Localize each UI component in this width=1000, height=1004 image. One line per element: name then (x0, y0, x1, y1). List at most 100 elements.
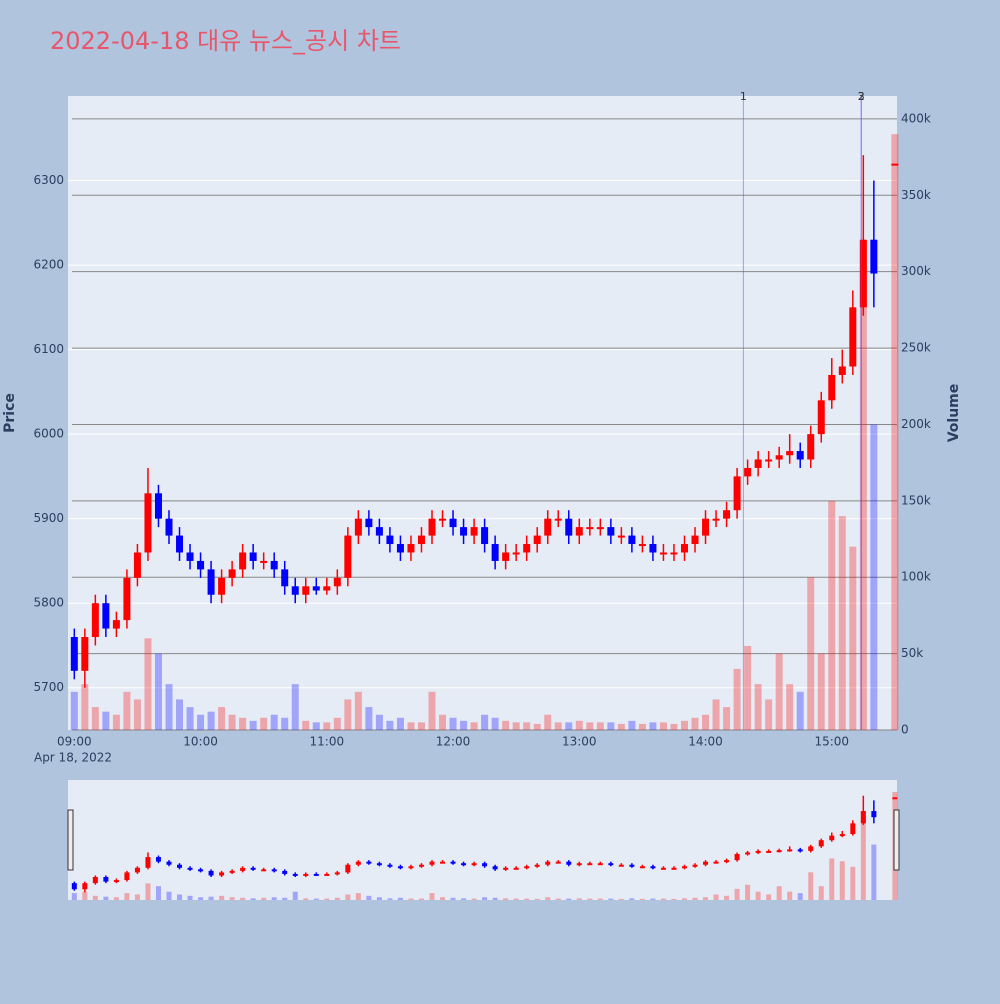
candle-body (418, 864, 424, 867)
candle-body (92, 877, 98, 884)
candle-body (544, 518, 552, 536)
candle-body (440, 861, 446, 864)
volume-bar (418, 898, 424, 900)
slider-handle[interactable] (67, 809, 74, 871)
candle-body (671, 867, 677, 870)
candle-body (523, 544, 531, 553)
candle-body (102, 603, 110, 629)
candle-body (524, 866, 530, 869)
candle-body (607, 527, 615, 536)
volume-bar (334, 897, 340, 900)
volume-bar (849, 546, 857, 730)
candle-body (407, 544, 415, 553)
volume-bar (365, 707, 373, 730)
y2-tick-label: 150k (901, 493, 931, 507)
candle-body (860, 811, 866, 824)
volume-bar (607, 722, 615, 730)
volume-bar (744, 645, 752, 730)
candle-body (512, 552, 520, 555)
volume-bar (713, 894, 719, 900)
volume-bar (712, 699, 720, 730)
y2-tick-label: 250k (901, 341, 931, 355)
candle-body (460, 527, 468, 536)
slider-handle[interactable] (893, 809, 900, 871)
candle-body (534, 864, 540, 867)
volume-bar (239, 717, 247, 730)
volume-bar (102, 711, 110, 730)
candle-body (291, 586, 299, 595)
volume-bar (460, 720, 468, 730)
volume-bar (155, 886, 161, 900)
candle-body (133, 552, 141, 578)
candle-body (765, 459, 773, 462)
candle-body (733, 476, 741, 511)
candle-body (555, 861, 561, 864)
range-slider[interactable] (68, 780, 897, 900)
volume-bar (608, 898, 614, 900)
candle-body (712, 518, 720, 521)
x-tick-label: 15:00 (814, 735, 849, 749)
volume-bar (629, 898, 635, 900)
candle-body (386, 535, 394, 545)
volume-bar (797, 893, 803, 900)
y-tick-label: 6000 (33, 427, 64, 441)
candle-body (461, 863, 467, 866)
annotation-label: 1 (740, 90, 747, 103)
candle-body (376, 863, 382, 866)
volume-bar (386, 720, 394, 730)
candle-body (270, 560, 278, 570)
volume-bar (355, 893, 361, 900)
candle-body (545, 861, 551, 865)
candle-body (292, 873, 298, 876)
candle-body (333, 577, 341, 587)
x-tick-label: 13:00 (562, 735, 597, 749)
volume-bar (71, 893, 77, 900)
candle-body (617, 535, 625, 538)
volume-bar (576, 898, 582, 900)
candle-body (596, 527, 604, 530)
candle-body (219, 872, 225, 876)
candle-body (786, 451, 794, 456)
candle-body (124, 872, 130, 881)
candle-body (554, 518, 562, 521)
candle-body (282, 870, 288, 874)
candle-body (154, 493, 162, 519)
candle-body (271, 869, 277, 872)
candle-body (103, 877, 109, 882)
candle-body (228, 569, 236, 578)
candle-body (439, 518, 447, 521)
candle-body (396, 544, 404, 553)
volume-bar (261, 897, 267, 900)
candle-body (660, 867, 666, 870)
candle-body (429, 861, 435, 865)
candle-body (638, 544, 646, 547)
y2-tick-label: 50k (901, 646, 923, 660)
volume-bar (523, 722, 531, 730)
volume-bar (103, 896, 109, 900)
x-tick-label: 14:00 (688, 735, 723, 749)
volume-bar (354, 691, 362, 730)
candle-body (491, 544, 499, 561)
candle-body (229, 870, 235, 873)
candle-body (639, 866, 645, 869)
volume-bar (766, 894, 772, 900)
volume-bar (481, 714, 489, 730)
volume-bar (124, 893, 130, 900)
candle-body (670, 552, 678, 555)
volume-bar (544, 714, 552, 730)
volume-bar (165, 684, 173, 730)
candle-body (208, 870, 214, 876)
volume-bar (396, 717, 404, 730)
candle-body (470, 527, 478, 536)
volume-bar (344, 699, 352, 730)
volume-bar (270, 714, 278, 730)
candle-body (281, 569, 289, 587)
candle-body (796, 451, 804, 460)
volume-bar (291, 684, 299, 730)
volume-bar (554, 722, 562, 730)
volume-bar (586, 722, 594, 730)
volume-bar (207, 711, 215, 730)
volume-bar (754, 684, 762, 730)
volume-bar (670, 723, 678, 730)
candle-body (449, 518, 457, 528)
